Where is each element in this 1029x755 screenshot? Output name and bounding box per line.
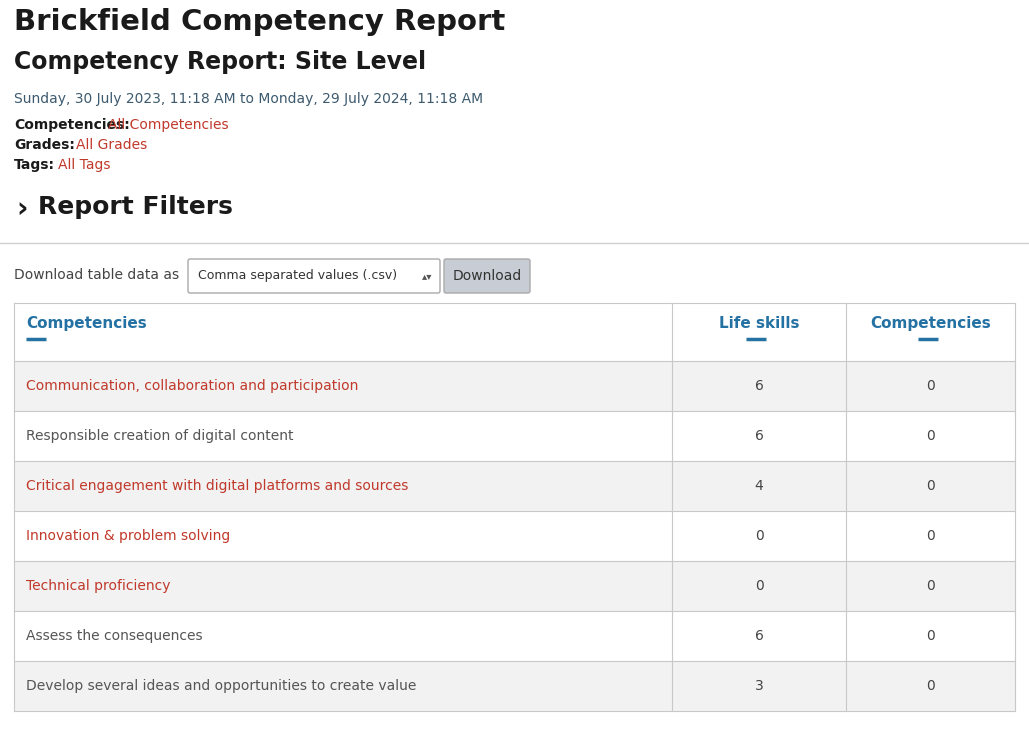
Text: Responsible creation of digital content: Responsible creation of digital content xyxy=(26,429,293,443)
Text: Communication, collaboration and participation: Communication, collaboration and partici… xyxy=(26,379,358,393)
Text: Assess the consequences: Assess the consequences xyxy=(26,629,203,643)
Text: 0: 0 xyxy=(926,379,935,393)
Text: 0: 0 xyxy=(926,679,935,693)
Text: Competencies: Competencies xyxy=(871,316,991,331)
Text: 0: 0 xyxy=(926,429,935,443)
Bar xyxy=(14,303,1015,361)
Text: 6: 6 xyxy=(754,379,764,393)
Text: Competencies:: Competencies: xyxy=(14,118,130,132)
Text: Sunday, 30 July 2023, 11:18 AM to Monday, 29 July 2024, 11:18 AM: Sunday, 30 July 2023, 11:18 AM to Monday… xyxy=(14,92,484,106)
Text: Critical engagement with digital platforms and sources: Critical engagement with digital platfor… xyxy=(26,479,409,493)
Text: All Competencies: All Competencies xyxy=(108,118,228,132)
Text: All Grades: All Grades xyxy=(76,138,147,152)
Text: Grades:: Grades: xyxy=(14,138,75,152)
Text: 3: 3 xyxy=(754,679,764,693)
Text: 0: 0 xyxy=(926,579,935,593)
Text: Develop several ideas and opportunities to create value: Develop several ideas and opportunities … xyxy=(26,679,417,693)
Bar xyxy=(14,361,1015,411)
Text: 6: 6 xyxy=(754,629,764,643)
Text: ▴▾: ▴▾ xyxy=(422,271,432,281)
Text: Technical proficiency: Technical proficiency xyxy=(26,579,171,593)
Text: 0: 0 xyxy=(926,479,935,493)
Bar xyxy=(14,561,1015,611)
Text: Life skills: Life skills xyxy=(718,316,800,331)
Text: Tags:: Tags: xyxy=(14,158,55,172)
Text: Download table data as: Download table data as xyxy=(14,268,179,282)
Text: Innovation & problem solving: Innovation & problem solving xyxy=(26,529,230,543)
Text: Report Filters: Report Filters xyxy=(38,195,233,219)
Bar xyxy=(14,661,1015,711)
Bar xyxy=(14,411,1015,461)
FancyBboxPatch shape xyxy=(188,259,440,293)
Bar xyxy=(14,461,1015,511)
FancyBboxPatch shape xyxy=(443,259,530,293)
Text: 0: 0 xyxy=(754,579,764,593)
Text: ›: › xyxy=(16,195,28,223)
Text: Download: Download xyxy=(453,269,522,283)
Bar xyxy=(14,611,1015,661)
Text: 0: 0 xyxy=(926,629,935,643)
Text: Comma separated values (.csv): Comma separated values (.csv) xyxy=(198,270,397,282)
Text: Brickfield Competency Report: Brickfield Competency Report xyxy=(14,8,505,36)
Text: All Tags: All Tags xyxy=(58,158,110,172)
Text: 6: 6 xyxy=(754,429,764,443)
Text: 0: 0 xyxy=(926,529,935,543)
Text: 4: 4 xyxy=(754,479,764,493)
Text: Competencies: Competencies xyxy=(26,316,147,331)
Text: 0: 0 xyxy=(754,529,764,543)
Text: Competency Report: Site Level: Competency Report: Site Level xyxy=(14,50,426,74)
Bar xyxy=(14,511,1015,561)
